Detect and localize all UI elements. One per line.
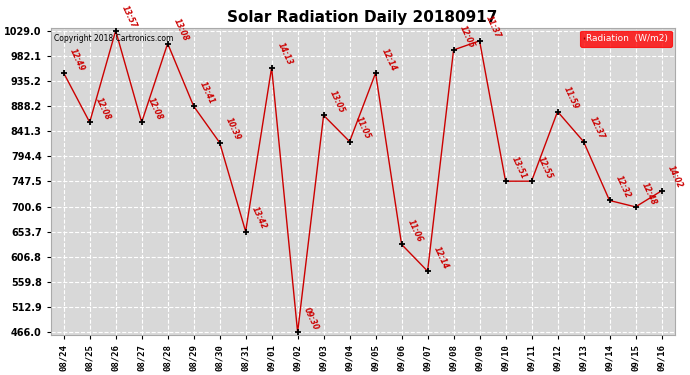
- Title: Solar Radiation Daily 20180917: Solar Radiation Daily 20180917: [228, 10, 497, 26]
- Text: 13:41: 13:41: [198, 80, 216, 105]
- Text: 11:59: 11:59: [562, 85, 580, 111]
- Text: 14:13: 14:13: [276, 41, 294, 67]
- Text: 11:06: 11:06: [406, 218, 424, 244]
- Text: 12:32: 12:32: [613, 174, 632, 200]
- Text: 13:57: 13:57: [120, 4, 138, 30]
- Text: 10:39: 10:39: [224, 116, 242, 142]
- Text: 12:14: 12:14: [432, 245, 450, 270]
- Text: 12:48: 12:48: [640, 181, 658, 206]
- Text: 12:37: 12:37: [588, 115, 606, 141]
- Text: 12:08: 12:08: [94, 96, 112, 122]
- Text: 12:05: 12:05: [457, 24, 476, 49]
- Text: 14:02: 14:02: [666, 165, 684, 190]
- Text: 09:30: 09:30: [302, 306, 320, 332]
- Text: 13:08: 13:08: [172, 17, 190, 43]
- Text: 12:08: 12:08: [146, 96, 164, 122]
- Text: 11:37: 11:37: [484, 15, 502, 40]
- Text: Copyright 2018 Cartronics.com: Copyright 2018 Cartronics.com: [54, 34, 173, 43]
- Text: 12:49: 12:49: [68, 46, 86, 72]
- Text: 12:55: 12:55: [535, 155, 554, 180]
- Text: 11:05: 11:05: [354, 115, 372, 141]
- Text: 12:14: 12:14: [380, 46, 398, 72]
- Legend: Radiation  (W/m2): Radiation (W/m2): [580, 31, 672, 47]
- Text: 13:42: 13:42: [250, 205, 268, 231]
- Text: 13:51: 13:51: [510, 155, 528, 180]
- Text: 13:05: 13:05: [328, 89, 346, 114]
